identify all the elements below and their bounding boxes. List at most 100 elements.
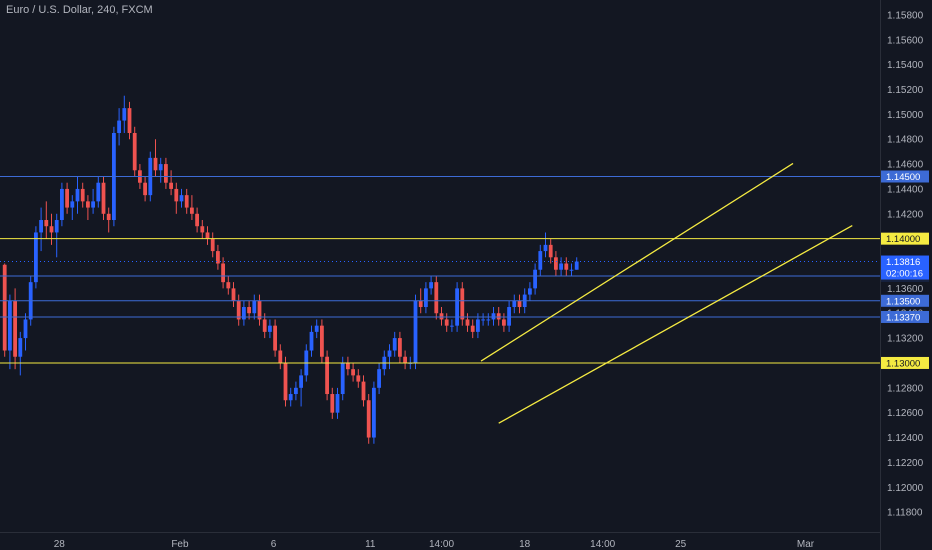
time-tick-label: 28 xyxy=(54,539,66,550)
candle-body xyxy=(455,288,459,326)
candle-body xyxy=(543,244,548,252)
candle-body xyxy=(465,319,470,326)
candle-body xyxy=(247,307,251,314)
candle-body xyxy=(143,182,147,196)
channel-lower-line xyxy=(498,225,853,424)
candle-body xyxy=(75,188,80,202)
time-tick-label: 11 xyxy=(365,539,376,550)
level-tag-bg xyxy=(881,294,929,307)
candle-body xyxy=(377,369,381,388)
candle-body xyxy=(44,220,49,227)
candle-body xyxy=(392,338,397,351)
candle-body xyxy=(210,238,215,252)
candle-body xyxy=(288,394,293,401)
level-tag-bg xyxy=(881,232,929,245)
candle-body xyxy=(356,375,361,382)
candle-body xyxy=(320,325,324,357)
candle-body xyxy=(200,226,205,233)
price-tick-label: 1.15000 xyxy=(887,110,924,121)
candle-body xyxy=(398,338,402,357)
candle-body xyxy=(444,319,449,326)
candle-body xyxy=(122,108,127,121)
candle-body xyxy=(91,201,95,208)
candle-body xyxy=(18,338,23,357)
candle-body xyxy=(460,288,465,320)
candle-body xyxy=(366,400,371,438)
candle-body xyxy=(528,288,532,295)
candle-body xyxy=(429,282,433,289)
level-tag-bg xyxy=(881,356,929,369)
candle-body xyxy=(574,261,579,270)
price-tick-label: 1.12600 xyxy=(887,408,924,419)
price-tick-label: 1.12800 xyxy=(887,383,924,394)
candle-body xyxy=(236,300,241,320)
current-price-tag: 1.13816 xyxy=(886,257,920,268)
candle-body xyxy=(262,319,267,332)
candle-body xyxy=(533,269,537,289)
price-tick-label: 1.11800 xyxy=(887,508,923,519)
candle-body xyxy=(564,263,569,270)
candle-body xyxy=(268,325,272,332)
price-tick-label: 1.15200 xyxy=(887,85,924,96)
candle-body xyxy=(70,201,75,208)
candle-body xyxy=(413,300,418,363)
candle-body xyxy=(278,350,283,363)
level-tag-bg xyxy=(881,310,929,323)
candle-body xyxy=(65,188,69,208)
candle-body xyxy=(283,362,288,401)
candle-body xyxy=(559,263,563,270)
candle-body xyxy=(434,282,439,314)
candle-body xyxy=(158,164,163,171)
candle-body xyxy=(49,226,54,233)
candle-body xyxy=(418,300,423,308)
candle-body xyxy=(346,362,350,370)
channel-upper-line xyxy=(480,162,794,362)
candle-body xyxy=(179,195,184,202)
symbol-title: Euro / U.S. Dollar, 240, FXCM xyxy=(6,4,153,16)
candle-body xyxy=(424,288,428,308)
candle-body xyxy=(106,213,111,221)
level-tag: 1.13500 xyxy=(886,296,920,307)
candle-body xyxy=(39,220,43,233)
candle-body xyxy=(8,300,12,351)
candle-body xyxy=(252,300,257,314)
candle-body xyxy=(351,369,355,376)
candle-body xyxy=(512,300,517,308)
price-tick-label: 1.15800 xyxy=(887,10,924,21)
price-tick-label: 1.12200 xyxy=(887,458,924,469)
candle-body xyxy=(174,188,179,202)
time-tick-label: Feb xyxy=(171,539,189,550)
candle-body xyxy=(387,350,392,357)
level-tag: 1.13000 xyxy=(886,358,920,369)
candle-body xyxy=(216,251,220,264)
candle-body xyxy=(242,307,246,320)
price-tick-label: 1.15400 xyxy=(887,60,924,71)
candle-body xyxy=(273,325,277,351)
candle-body xyxy=(361,381,366,401)
candle-body xyxy=(517,300,522,308)
price-tick-label: 1.14200 xyxy=(887,209,924,220)
price-tick-label: 1.13600 xyxy=(887,284,924,295)
candle-body xyxy=(127,108,132,133)
candle-body xyxy=(325,356,329,395)
candle-body xyxy=(96,182,101,202)
countdown-tag: 02:00:16 xyxy=(886,269,923,280)
ascending-channel xyxy=(480,162,853,424)
candle-body xyxy=(184,195,189,208)
price-tick-label: 1.15600 xyxy=(887,35,924,46)
candle-body xyxy=(439,313,444,320)
time-tick-label: 6 xyxy=(271,539,277,550)
candle-body xyxy=(569,269,574,271)
candle-body xyxy=(476,319,480,332)
candle-body xyxy=(164,164,168,183)
candle-body xyxy=(221,263,225,283)
price-tick-label: 1.12000 xyxy=(887,483,924,494)
candle-body xyxy=(314,325,319,332)
candle-body xyxy=(294,387,298,395)
price-tick-label: 1.12400 xyxy=(887,433,924,444)
level-tag: 1.13370 xyxy=(886,312,920,323)
support-resistance-levels xyxy=(0,176,880,364)
time-axis: 28 Feb 6 11 14:00 18 14:00 25 Mar xyxy=(54,539,815,550)
candle-body xyxy=(205,232,210,239)
